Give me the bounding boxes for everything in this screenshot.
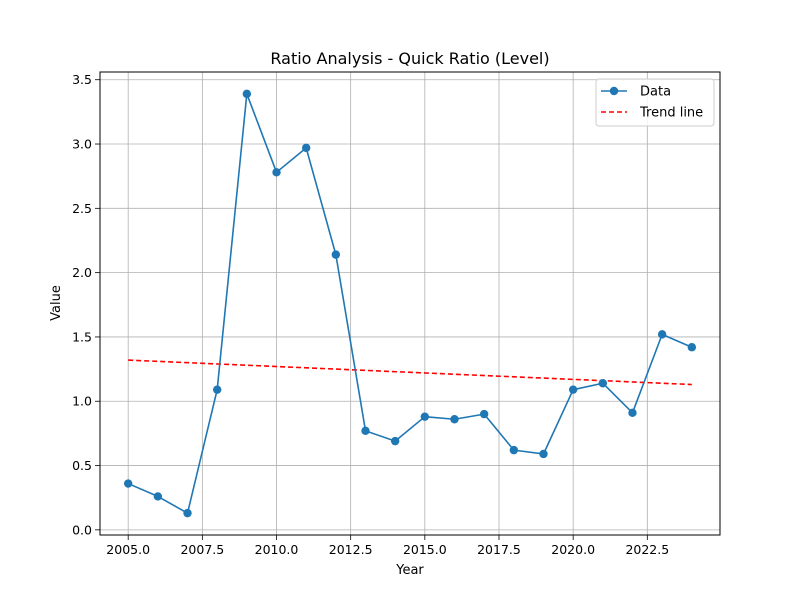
data-point — [420, 412, 430, 421]
x-axis-label: Year — [395, 563, 424, 578]
y-tick-label: 2.5 — [72, 201, 92, 216]
x-tick-label: 2020.0 — [551, 542, 595, 557]
data-point — [272, 168, 281, 177]
legend-marker-data — [609, 86, 619, 96]
data-point — [628, 408, 637, 418]
y-tick-label: 1.0 — [72, 394, 92, 409]
series-layer — [123, 89, 697, 518]
data-point — [539, 449, 548, 459]
y-tick-label: 3.0 — [72, 137, 92, 152]
data-point — [331, 250, 341, 259]
x-tick-label: 2007.5 — [180, 542, 224, 557]
y-tick-label: 2.0 — [72, 265, 92, 280]
y-tick-label: 0.0 — [72, 522, 92, 537]
data-point — [657, 330, 667, 339]
legend-label-trend: Trend line — [639, 106, 703, 121]
grid-lines — [100, 72, 720, 535]
data-point — [361, 426, 370, 436]
x-tick-label: 2005.0 — [106, 542, 150, 557]
x-tick-label: 2012.5 — [329, 542, 373, 557]
data-point — [598, 379, 608, 388]
x-tick-label: 2017.5 — [477, 542, 521, 557]
axis-ticks: 2005.0 2007.5 2010.0 2012.5 2015.0 2017.5 2020… — [72, 72, 669, 557]
trend-line — [128, 359, 692, 386]
plot-frame — [99, 71, 721, 536]
y-tick-label: 1.5 — [72, 329, 92, 344]
data-point — [153, 492, 163, 501]
legend-label-data: Data — [640, 85, 671, 100]
x-tick-label: 2015.0 — [403, 542, 447, 557]
chart-title: Ratio Analysis - Quick Ratio (Level) — [270, 49, 549, 68]
y-axis-label: Value — [49, 285, 64, 321]
data-point — [242, 89, 252, 99]
data-point — [212, 385, 222, 394]
data-point — [687, 343, 697, 352]
data-point — [390, 436, 400, 446]
legend: Data Trend line — [595, 78, 715, 127]
y-tick-label: 0.5 — [72, 458, 92, 473]
x-tick-label: 2022.5 — [625, 542, 669, 557]
y-tick-label: 3.5 — [72, 72, 92, 87]
data-point — [301, 143, 311, 153]
data-point — [568, 385, 578, 394]
data-series-line — [127, 93, 693, 514]
data-point — [450, 415, 459, 424]
data-point — [479, 409, 489, 419]
data-point — [123, 479, 133, 488]
x-tick-label: 2010.0 — [255, 542, 299, 557]
data-point — [509, 445, 519, 455]
data-point — [183, 508, 192, 518]
